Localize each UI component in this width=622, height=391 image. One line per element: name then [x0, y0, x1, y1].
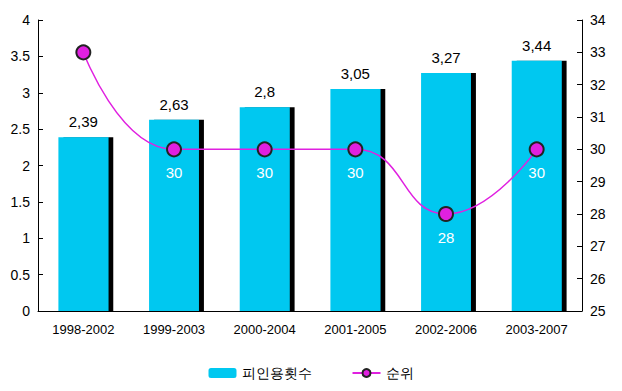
svg-text:2.5: 2.5	[11, 121, 31, 137]
svg-text:1999-2003: 1999-2003	[143, 322, 205, 337]
svg-text:4: 4	[22, 12, 30, 28]
svg-text:30: 30	[166, 164, 183, 181]
svg-text:30: 30	[347, 164, 364, 181]
svg-text:0: 0	[22, 303, 30, 319]
svg-text:31: 31	[590, 109, 606, 125]
svg-text:3.5: 3.5	[11, 48, 31, 64]
svg-text:1998-2002: 1998-2002	[52, 322, 114, 337]
svg-text:2002-2006: 2002-2006	[415, 322, 477, 337]
svg-text:2,39: 2,39	[69, 113, 98, 130]
svg-text:29: 29	[590, 174, 606, 190]
svg-text:3: 3	[22, 85, 30, 101]
svg-text:2000-2004: 2000-2004	[234, 322, 296, 337]
svg-text:3,05: 3,05	[341, 65, 370, 82]
svg-text:30: 30	[590, 141, 606, 157]
svg-text:3,27: 3,27	[431, 49, 460, 66]
svg-text:2003-2007: 2003-2007	[506, 322, 568, 337]
svg-text:피인용횟수: 피인용횟수	[242, 365, 312, 381]
svg-text:32: 32	[590, 77, 606, 93]
svg-text:25: 25	[590, 303, 606, 319]
svg-text:3,44: 3,44	[522, 37, 551, 54]
svg-text:28: 28	[590, 206, 606, 222]
svg-text:30: 30	[256, 164, 273, 181]
svg-text:30: 30	[528, 164, 545, 181]
svg-text:0.5: 0.5	[11, 267, 31, 283]
svg-text:2: 2	[22, 158, 30, 174]
svg-text:1.5: 1.5	[11, 194, 31, 210]
svg-text:33: 33	[590, 44, 606, 60]
svg-text:27: 27	[590, 238, 606, 254]
svg-text:2,8: 2,8	[254, 83, 275, 100]
svg-text:26: 26	[590, 271, 606, 287]
svg-text:순위: 순위	[386, 365, 414, 381]
svg-text:28: 28	[438, 229, 455, 246]
svg-text:34: 34	[590, 12, 606, 28]
svg-text:2,63: 2,63	[159, 96, 188, 113]
svg-text:1: 1	[22, 230, 30, 246]
svg-text:2001-2005: 2001-2005	[324, 322, 386, 337]
